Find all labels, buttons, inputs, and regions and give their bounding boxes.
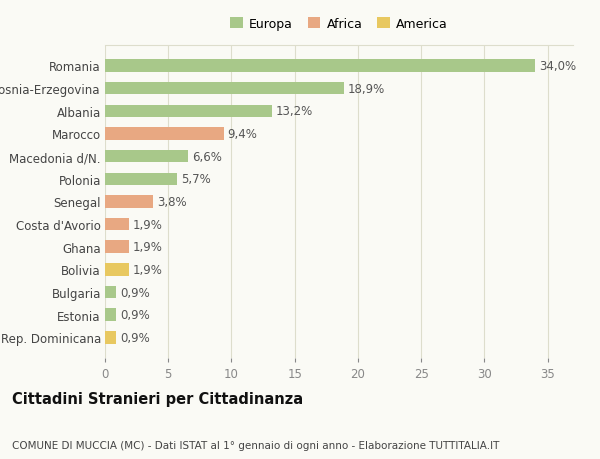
Text: 0,9%: 0,9% — [120, 331, 150, 344]
Bar — [105, 83, 344, 95]
Bar — [105, 241, 129, 253]
Text: 34,0%: 34,0% — [539, 60, 576, 73]
Text: 9,4%: 9,4% — [227, 128, 257, 140]
Bar — [105, 309, 116, 321]
Text: 5,7%: 5,7% — [181, 173, 211, 186]
Text: COMUNE DI MUCCIA (MC) - Dati ISTAT al 1° gennaio di ogni anno - Elaborazione TUT: COMUNE DI MUCCIA (MC) - Dati ISTAT al 1°… — [12, 440, 499, 450]
Bar — [105, 60, 535, 73]
Bar — [105, 105, 272, 118]
Text: Cittadini Stranieri per Cittadinanza: Cittadini Stranieri per Cittadinanza — [12, 391, 303, 406]
Bar — [105, 173, 177, 185]
Bar — [105, 263, 129, 276]
Text: 18,9%: 18,9% — [348, 83, 385, 95]
Bar — [105, 286, 116, 299]
Text: 1,9%: 1,9% — [133, 263, 163, 276]
Bar — [105, 218, 129, 231]
Text: 1,9%: 1,9% — [133, 241, 163, 254]
Text: 0,9%: 0,9% — [120, 286, 150, 299]
Text: 13,2%: 13,2% — [276, 105, 313, 118]
Bar — [105, 196, 153, 208]
Text: 3,8%: 3,8% — [157, 196, 187, 208]
Bar — [105, 151, 188, 163]
Legend: Europa, Africa, America: Europa, Africa, America — [227, 16, 451, 34]
Bar — [105, 128, 224, 140]
Text: 1,9%: 1,9% — [133, 218, 163, 231]
Bar — [105, 331, 116, 344]
Text: 6,6%: 6,6% — [192, 150, 222, 163]
Text: 0,9%: 0,9% — [120, 308, 150, 321]
